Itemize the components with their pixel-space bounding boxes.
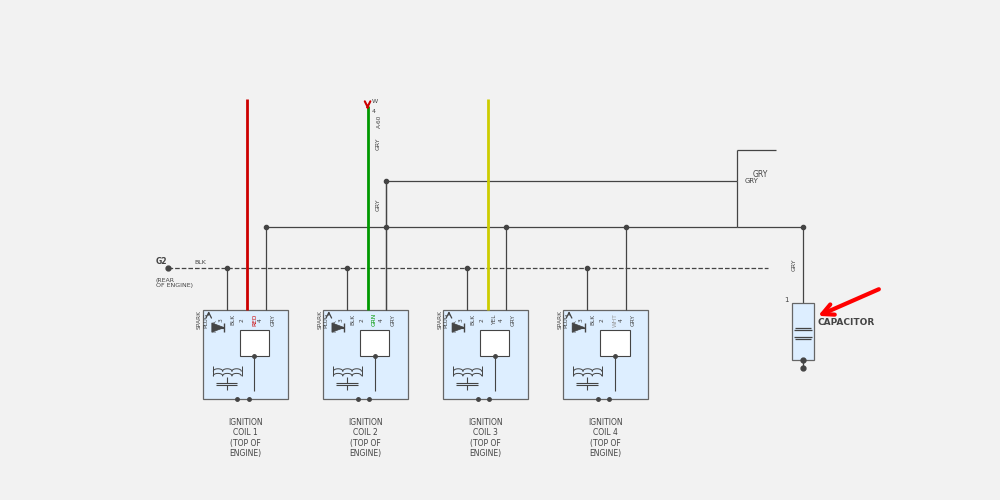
Text: GRY: GRY (511, 314, 516, 326)
Text: YEL: YEL (492, 314, 497, 325)
Text: GRY: GRY (391, 314, 396, 326)
Text: GRN: GRN (372, 313, 377, 326)
Bar (600, 330, 630, 356)
Bar (360, 330, 389, 356)
Text: 1: 1 (785, 296, 789, 302)
Text: 2: 2 (360, 318, 365, 322)
Text: 2: 2 (480, 318, 485, 322)
Text: CAPACITOR: CAPACITOR (818, 318, 875, 328)
Text: 3: 3 (579, 318, 584, 322)
Bar (240, 330, 269, 356)
Text: A-60: A-60 (377, 115, 382, 128)
Text: 4: 4 (618, 318, 624, 322)
Text: 3: 3 (459, 318, 464, 322)
Text: NCA: NCA (573, 320, 578, 332)
Text: RED: RED (252, 314, 257, 326)
Text: 4: 4 (378, 318, 383, 322)
Polygon shape (572, 323, 585, 332)
Text: 4: 4 (498, 318, 503, 322)
Bar (792, 302, 814, 360)
Bar (563, 310, 648, 399)
Bar (323, 310, 408, 399)
Text: WHT: WHT (612, 313, 617, 327)
Text: SPARK
PLUG: SPARK PLUG (317, 310, 328, 330)
Text: BLK: BLK (230, 314, 235, 326)
Text: 3: 3 (339, 318, 344, 322)
Bar (202, 310, 288, 399)
Text: (REAR
OF ENGINE): (REAR OF ENGINE) (156, 278, 193, 288)
Text: SPARK
PLUG: SPARK PLUG (437, 310, 448, 330)
Text: 3: 3 (219, 318, 224, 322)
Text: 2: 2 (600, 318, 605, 322)
Polygon shape (332, 323, 344, 332)
Text: GRY: GRY (271, 314, 276, 326)
Text: BLK: BLK (195, 260, 207, 265)
Bar (480, 330, 509, 356)
Text: GRY: GRY (753, 170, 768, 179)
Text: G2: G2 (156, 257, 168, 266)
Text: W: W (371, 100, 378, 104)
Text: SPARK
PLUG: SPARK PLUG (557, 310, 568, 330)
Text: IGNITION
COIL 2
(TOP OF
ENGINE): IGNITION COIL 2 (TOP OF ENGINE) (348, 418, 383, 458)
Text: NCA: NCA (212, 320, 217, 332)
Text: SPARK
PLUG: SPARK PLUG (197, 310, 208, 330)
Text: NCA: NCA (333, 320, 338, 332)
Text: 4: 4 (371, 110, 375, 114)
Text: GRY: GRY (791, 258, 796, 272)
Text: IGNITION
COIL 1
(TOP OF
ENGINE): IGNITION COIL 1 (TOP OF ENGINE) (228, 418, 262, 458)
Text: IGNITION
COIL 4
(TOP OF
ENGINE): IGNITION COIL 4 (TOP OF ENGINE) (588, 418, 623, 458)
Text: 2: 2 (240, 318, 245, 322)
Text: GRY: GRY (376, 138, 381, 150)
Text: GRY: GRY (631, 314, 636, 326)
Text: GRY: GRY (745, 178, 759, 184)
Text: GRY: GRY (376, 198, 381, 210)
Text: BLK: BLK (470, 314, 475, 326)
Polygon shape (452, 323, 464, 332)
Text: BLK: BLK (591, 314, 596, 326)
Text: IGNITION
COIL 3
(TOP OF
ENGINE): IGNITION COIL 3 (TOP OF ENGINE) (468, 418, 503, 458)
Bar (443, 310, 528, 399)
Text: NCA: NCA (453, 320, 458, 332)
Polygon shape (212, 323, 224, 332)
Text: 4: 4 (258, 318, 263, 322)
Text: BLK: BLK (350, 314, 355, 326)
